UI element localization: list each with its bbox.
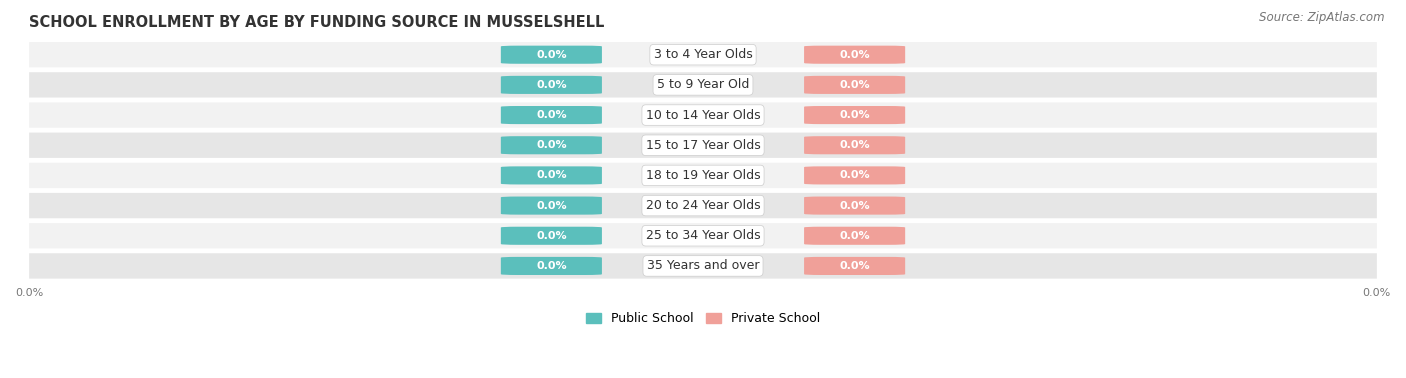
FancyBboxPatch shape xyxy=(30,133,1376,158)
Text: 35 Years and over: 35 Years and over xyxy=(647,259,759,273)
FancyBboxPatch shape xyxy=(804,227,905,245)
Text: 0.0%: 0.0% xyxy=(839,201,870,211)
FancyBboxPatch shape xyxy=(501,197,602,215)
FancyBboxPatch shape xyxy=(804,166,905,184)
Text: 0.0%: 0.0% xyxy=(536,261,567,271)
Text: 0.0%: 0.0% xyxy=(536,201,567,211)
FancyBboxPatch shape xyxy=(30,72,1376,98)
FancyBboxPatch shape xyxy=(501,106,602,124)
FancyBboxPatch shape xyxy=(501,46,602,64)
FancyBboxPatch shape xyxy=(804,46,905,64)
FancyBboxPatch shape xyxy=(804,106,905,124)
Text: 0.0%: 0.0% xyxy=(536,231,567,241)
FancyBboxPatch shape xyxy=(30,42,1376,67)
Text: 0.0%: 0.0% xyxy=(536,140,567,150)
Text: 0.0%: 0.0% xyxy=(536,80,567,90)
FancyBboxPatch shape xyxy=(804,257,905,275)
Text: 15 to 17 Year Olds: 15 to 17 Year Olds xyxy=(645,139,761,152)
Text: 0.0%: 0.0% xyxy=(839,170,870,180)
Text: 0.0%: 0.0% xyxy=(839,231,870,241)
Text: 3 to 4 Year Olds: 3 to 4 Year Olds xyxy=(654,48,752,61)
FancyBboxPatch shape xyxy=(501,227,602,245)
Text: 18 to 19 Year Olds: 18 to 19 Year Olds xyxy=(645,169,761,182)
Text: 25 to 34 Year Olds: 25 to 34 Year Olds xyxy=(645,229,761,242)
FancyBboxPatch shape xyxy=(501,257,602,275)
FancyBboxPatch shape xyxy=(804,136,905,154)
FancyBboxPatch shape xyxy=(30,163,1376,188)
FancyBboxPatch shape xyxy=(804,197,905,215)
Text: 10 to 14 Year Olds: 10 to 14 Year Olds xyxy=(645,108,761,122)
Text: 0.0%: 0.0% xyxy=(839,80,870,90)
Text: Source: ZipAtlas.com: Source: ZipAtlas.com xyxy=(1260,11,1385,24)
Text: SCHOOL ENROLLMENT BY AGE BY FUNDING SOURCE IN MUSSELSHELL: SCHOOL ENROLLMENT BY AGE BY FUNDING SOUR… xyxy=(30,15,605,30)
Text: 5 to 9 Year Old: 5 to 9 Year Old xyxy=(657,78,749,91)
Text: 0.0%: 0.0% xyxy=(536,170,567,180)
FancyBboxPatch shape xyxy=(501,166,602,184)
Text: 0.0%: 0.0% xyxy=(839,110,870,120)
Text: 20 to 24 Year Olds: 20 to 24 Year Olds xyxy=(645,199,761,212)
Text: 0.0%: 0.0% xyxy=(536,110,567,120)
Text: 0.0%: 0.0% xyxy=(536,50,567,60)
Text: 0.0%: 0.0% xyxy=(839,50,870,60)
FancyBboxPatch shape xyxy=(30,253,1376,279)
FancyBboxPatch shape xyxy=(501,76,602,94)
Text: 0.0%: 0.0% xyxy=(839,140,870,150)
FancyBboxPatch shape xyxy=(30,102,1376,128)
FancyBboxPatch shape xyxy=(501,136,602,154)
FancyBboxPatch shape xyxy=(804,76,905,94)
Text: 0.0%: 0.0% xyxy=(839,261,870,271)
FancyBboxPatch shape xyxy=(30,223,1376,248)
FancyBboxPatch shape xyxy=(30,193,1376,218)
Legend: Public School, Private School: Public School, Private School xyxy=(581,307,825,330)
